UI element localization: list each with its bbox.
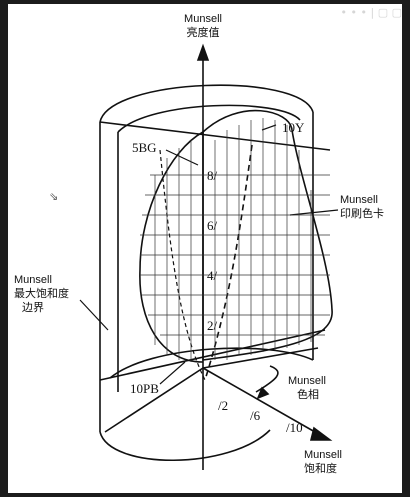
- print-card-label-en: Munsell: [340, 194, 378, 206]
- cylinder-top: [99, 84, 314, 123]
- leader-chroma-boundary: [79, 299, 109, 331]
- value-tick-4: 4/: [207, 268, 218, 283]
- dashed-hue-curve: [204, 144, 253, 381]
- top-plane-line: [99, 121, 331, 151]
- cylinder-bottom-back: [109, 347, 314, 379]
- chroma-tick-2: /2: [218, 398, 228, 413]
- value-tick-6: 6/: [207, 218, 218, 233]
- chroma-axis-label-cn: 饱和度: [304, 461, 337, 475]
- ground-line-right: [202, 347, 319, 369]
- print-card-label-cn: 印刷色卡: [340, 206, 384, 220]
- ground-line-left: [104, 367, 204, 433]
- chroma-tick-6: /6: [250, 408, 261, 423]
- chroma-tick-10: /10: [286, 420, 303, 435]
- grid: [140, 118, 330, 362]
- value-axis-label-cn: 亮度值: [187, 25, 220, 39]
- watermark: • • • | ▢ ▢: [340, 6, 402, 19]
- hue-axis-label-cn: 色相: [297, 387, 319, 401]
- cylinder-top-inner: [117, 104, 301, 133]
- print-card-shape: [202, 109, 333, 361]
- value-axis-arrow: [196, 43, 210, 61]
- chroma-boundary-shape: [139, 131, 204, 363]
- hue-axis-label-en: Munsell: [288, 375, 326, 387]
- value-tick-2: 2/: [207, 318, 218, 333]
- hue-label-5bg: 5BG: [132, 140, 157, 155]
- leader-10y: [261, 124, 277, 131]
- cylinder-bottom: [99, 429, 271, 461]
- chroma-boundary-label-cn-2: 边界: [22, 301, 44, 314]
- chroma-axis-label-en: Munsell: [304, 449, 342, 461]
- chroma-boundary-label-cn-1: 最大饱和度: [14, 286, 69, 300]
- leader-print-card: [289, 209, 339, 216]
- chroma-boundary-label-en: Munsell: [14, 274, 52, 286]
- dashed-left-curve: [159, 149, 206, 381]
- chroma-axis-arrow: [309, 426, 333, 441]
- leader-5bg: [165, 149, 199, 166]
- hue-label-10y: 10Y: [282, 120, 305, 135]
- leader-10pb: [159, 361, 186, 385]
- hue-rotation-arrow: [255, 365, 279, 393]
- hue-label-10pb: 10PB: [130, 381, 159, 396]
- chroma-axis: [202, 367, 323, 437]
- value-axis-label-en: Munsell: [184, 13, 222, 25]
- value-tick-8: 8/: [207, 168, 218, 183]
- pointer-cursor-icon: ⇘: [49, 190, 59, 203]
